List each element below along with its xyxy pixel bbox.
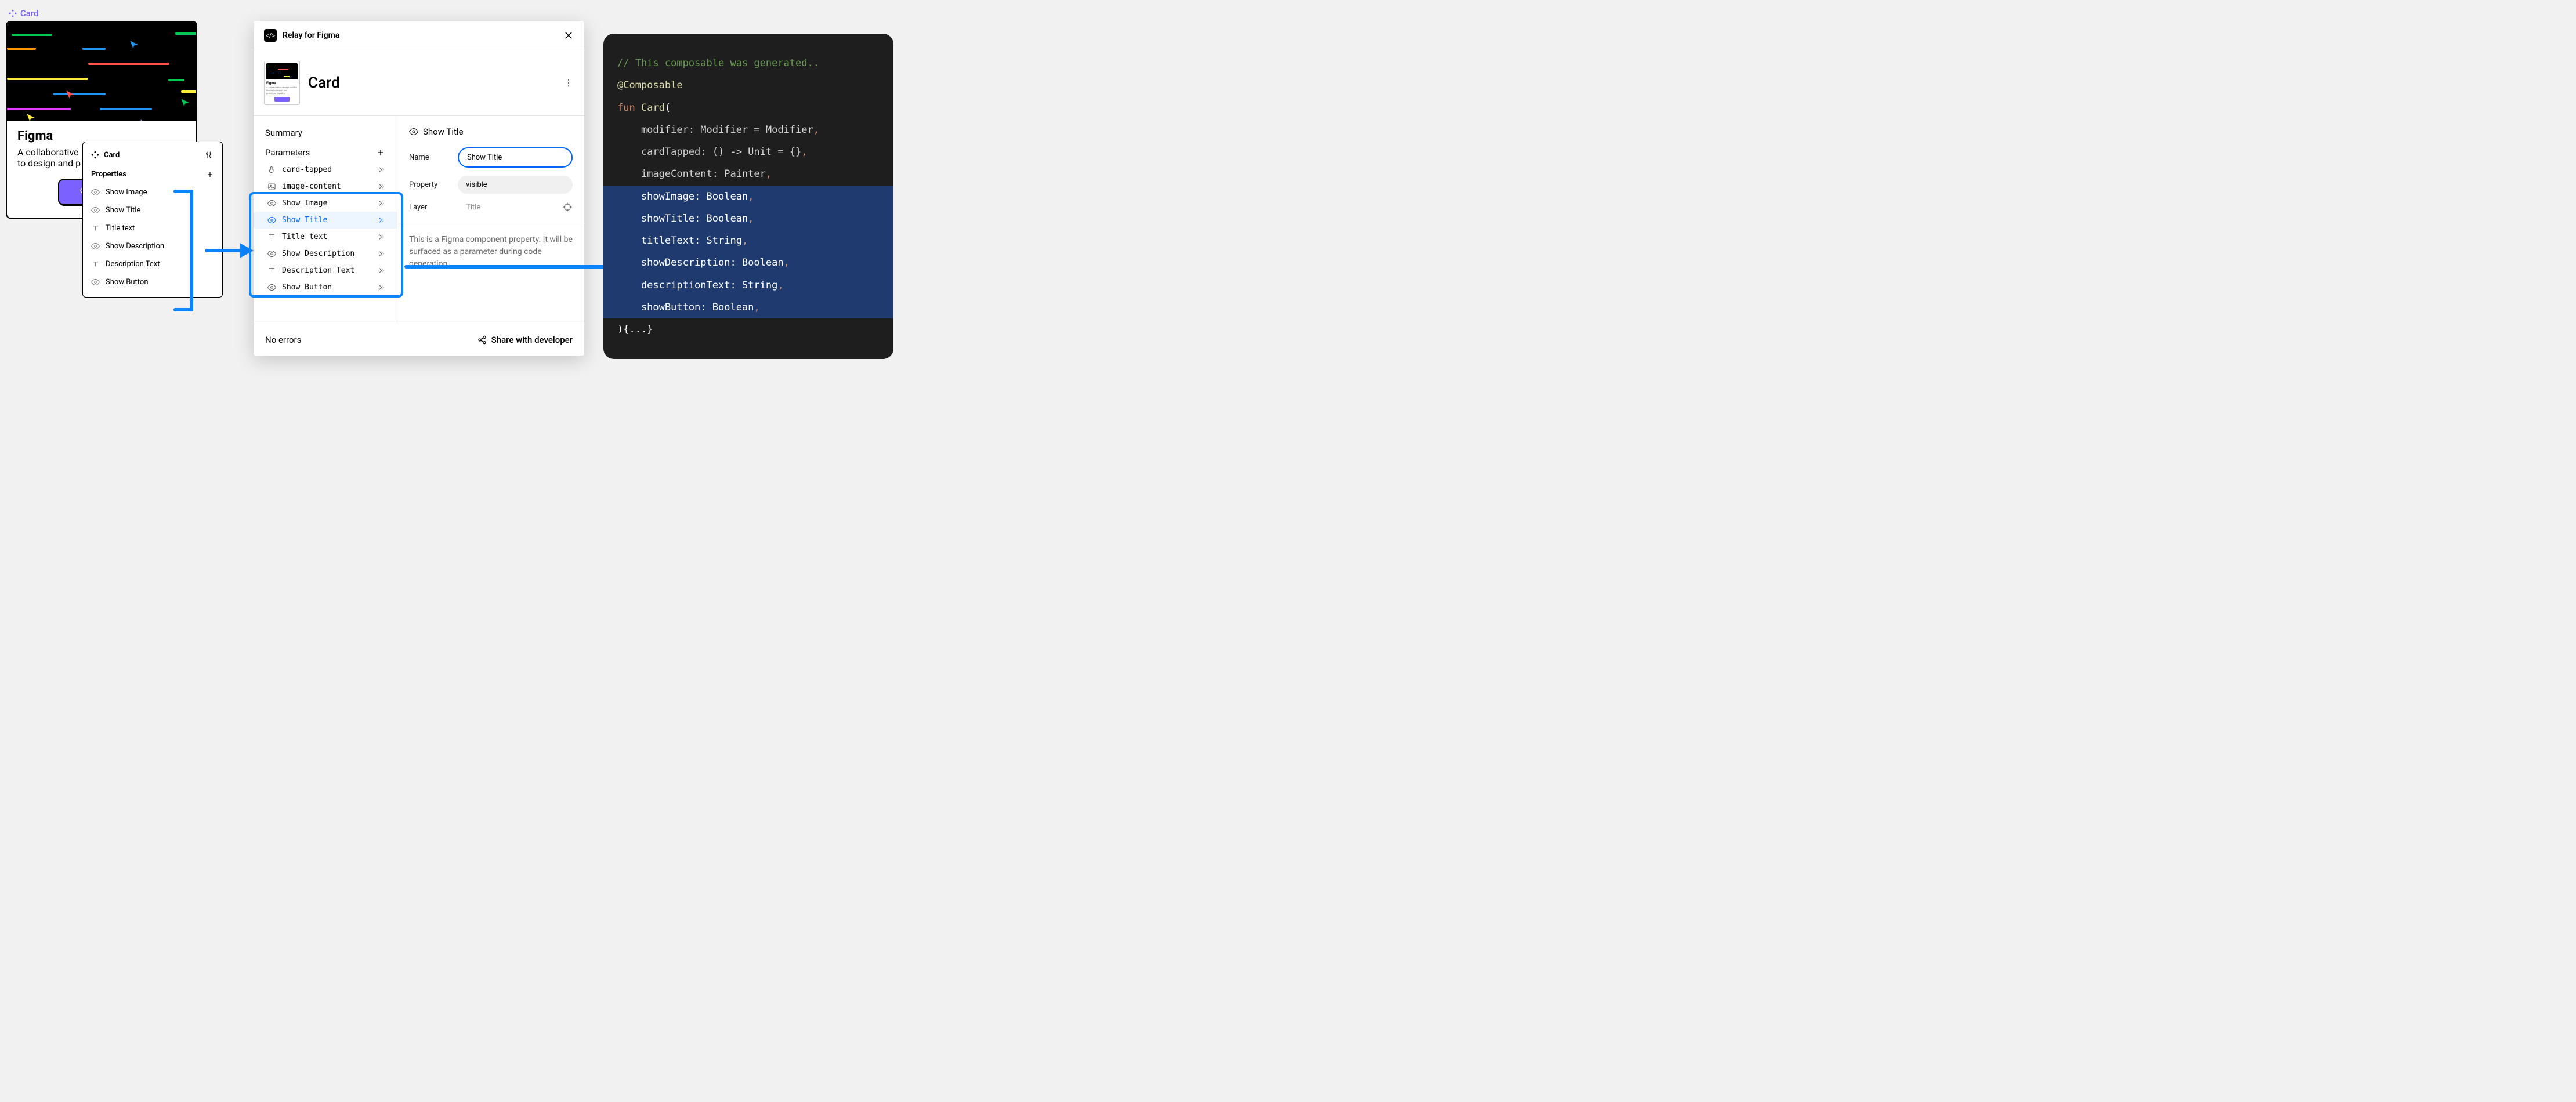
component-icon — [9, 9, 17, 17]
share-button[interactable]: Share with developer — [477, 335, 573, 345]
plus-icon[interactable] — [206, 171, 214, 179]
relay-plugin-icon: </> — [264, 29, 277, 42]
generated-code-block: // This composable was generated.. @Comp… — [603, 34, 893, 359]
layer-label: Layer — [409, 203, 450, 212]
relay-thumbnail: Figma A collaborative design tool for te… — [264, 61, 300, 105]
target-icon[interactable] — [562, 202, 573, 212]
figma-component-badge: Card — [9, 8, 39, 19]
name-input[interactable]: Show Title — [458, 147, 573, 168]
card-image — [7, 22, 196, 121]
properties-panel-title: Card — [104, 151, 120, 160]
relay-footer: No errors Share with developer — [254, 324, 584, 356]
property-item[interactable]: Title text — [83, 219, 222, 237]
parameters-section-header: Parameters — [254, 142, 397, 161]
relay-plugin-title: Relay for Figma — [283, 31, 558, 40]
flow-arrow-icon — [404, 258, 634, 276]
plus-icon[interactable] — [376, 148, 385, 157]
property-item[interactable]: Show Description — [83, 237, 222, 255]
parameter-item[interactable]: Show Description — [254, 245, 397, 262]
parameter-item[interactable]: Show Image — [254, 195, 397, 212]
property-item[interactable]: Show Button — [83, 273, 222, 291]
flow-arrow-icon — [204, 241, 254, 260]
component-icon — [91, 151, 99, 159]
layer-value: Title — [458, 203, 554, 212]
properties-section-title: Properties — [91, 170, 126, 179]
share-icon — [477, 335, 487, 345]
layer-field: Layer Title — [409, 202, 573, 212]
parameters-label: Parameters — [265, 147, 310, 158]
property-label: Property — [409, 180, 450, 189]
summary-section[interactable]: Summary — [254, 124, 397, 142]
relay-panel-header: </> Relay for Figma — [254, 21, 584, 50]
parameter-item[interactable]: Description Text — [254, 262, 397, 279]
name-label: Name — [409, 153, 450, 162]
component-label-text: Card — [20, 8, 39, 19]
parameter-item[interactable]: image-content — [254, 178, 397, 195]
eye-icon — [409, 127, 418, 136]
parameter-item[interactable]: Title text — [254, 229, 397, 245]
properties-section-header: Properties — [83, 165, 222, 183]
relay-card-header: Figma A collaborative design tool for te… — [254, 50, 584, 115]
property-item[interactable]: Description Text — [83, 255, 222, 273]
name-field: Name Show Title — [409, 147, 573, 168]
parameter-item[interactable]: Show Title — [254, 212, 397, 229]
relay-right-column: Show Title Name Show Title Property visi… — [397, 116, 584, 324]
parameter-detail-title: Show Title — [409, 126, 573, 137]
properties-panel-header: Card — [83, 148, 222, 165]
property-item[interactable]: Show Image — [83, 183, 222, 201]
close-icon[interactable] — [563, 30, 574, 41]
adjust-icon[interactable] — [205, 150, 214, 160]
property-value[interactable]: visible — [458, 176, 573, 194]
figma-properties-panel: Card Properties Show ImageShow TitleTitl… — [82, 142, 223, 298]
relay-card-title: Card — [308, 74, 555, 92]
more-icon[interactable] — [563, 78, 574, 88]
relay-plugin-panel: </> Relay for Figma Figma A collaborativ… — [254, 21, 584, 356]
parameter-item[interactable]: Show Button — [254, 279, 397, 296]
property-item[interactable]: Show Title — [83, 201, 222, 219]
relay-left-column: Summary Parameters card-tappedimage-cont… — [254, 116, 397, 324]
error-status: No errors — [265, 335, 301, 345]
parameter-item[interactable]: card-tapped — [254, 161, 397, 178]
property-field: Property visible — [409, 176, 573, 194]
